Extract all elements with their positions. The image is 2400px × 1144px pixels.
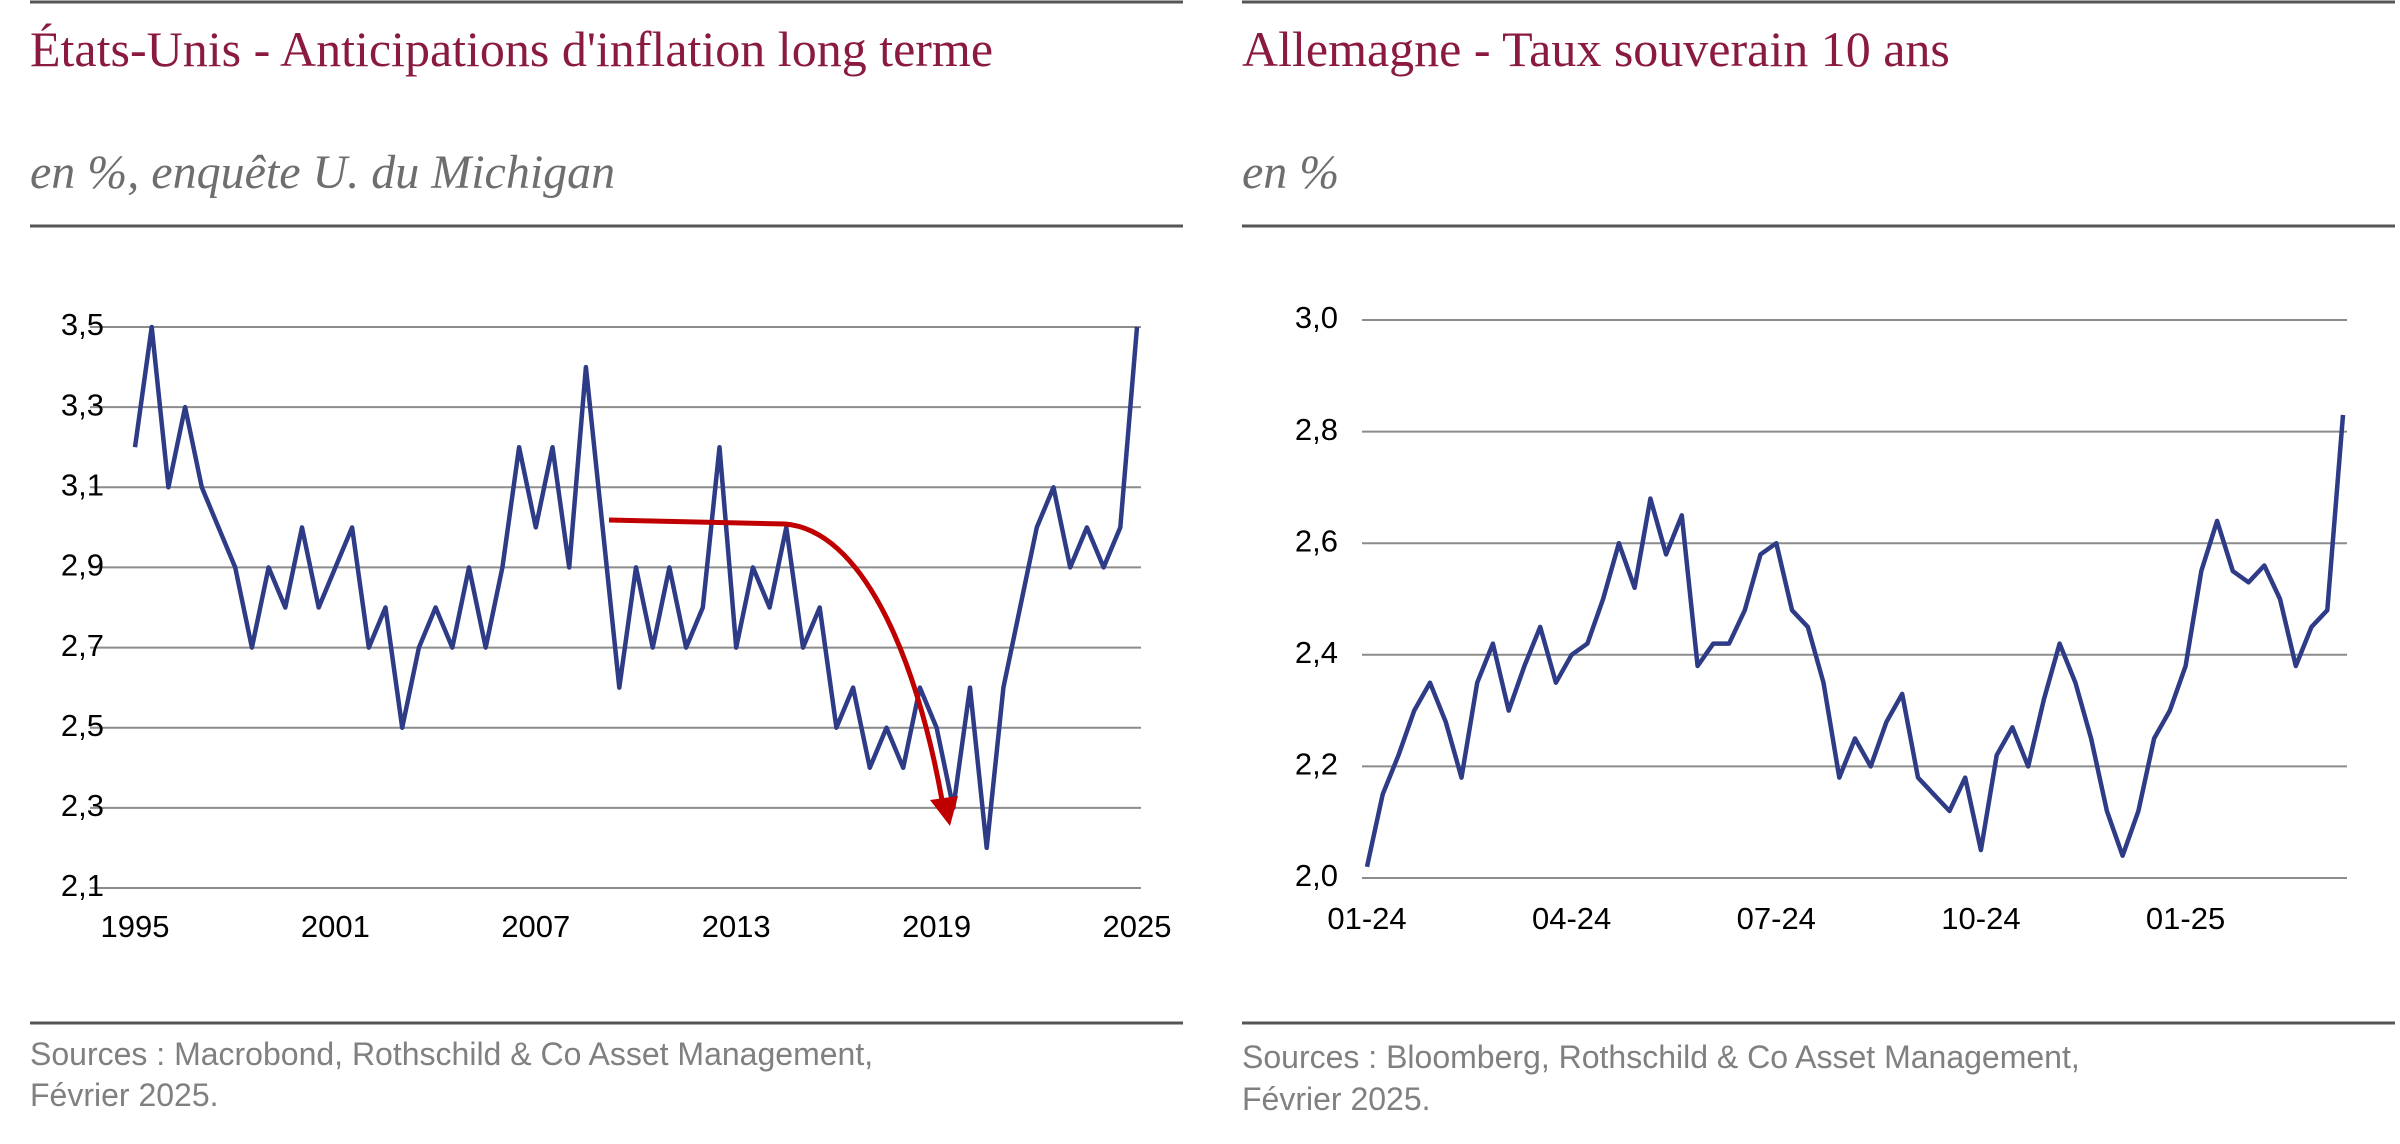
y-tick-label: 2,7 <box>61 628 104 663</box>
charts: 2,1 2,3 2,5 2,7 2,9 3,1 3,3 3,5 1995 2001 2007 2013… <box>61 300 2347 944</box>
x-tick-label: 01-24 <box>1327 901 1406 936</box>
subtitle: en % <box>1242 146 1339 199</box>
chart-title: Allemagne - Taux souverain 10 ans <box>1242 21 1950 77</box>
x-tick-label: 2013 <box>702 909 771 944</box>
source: Sources : Bloomberg, Rothschild & Co Ass… <box>1242 1039 2080 1075</box>
y-tick-label: 2,6 <box>1295 523 1338 558</box>
source: Février 2025. <box>1242 1081 1431 1117</box>
arrow-line <box>608 517 945 801</box>
subtitle: en %, enquête U. du Michigan <box>30 146 615 199</box>
y-tick-label: 3,0 <box>1295 300 1338 335</box>
series-line <box>132 324 1140 851</box>
x-tick-label: 2007 <box>501 909 570 944</box>
source: Sources : Macrobond, Rothschild & Co Ass… <box>30 1036 873 1072</box>
y-tick-label: 2,2 <box>1295 747 1338 782</box>
y-tick-label: 2,4 <box>1295 635 1338 670</box>
y-tick-label: 2,3 <box>61 788 104 823</box>
trend-arrow <box>608 517 958 826</box>
x-tick-label: 2019 <box>902 909 971 944</box>
x-tick-label: 2001 <box>301 909 370 944</box>
x-tick-label: 2025 <box>1103 909 1172 944</box>
x-tick-label: 1995 <box>101 909 170 944</box>
x-tick-label: 10-24 <box>1941 901 2020 936</box>
y-tick-label: 2,9 <box>61 548 104 583</box>
series-line <box>1364 414 2346 868</box>
x-tick-label: 07-24 <box>1737 901 1816 936</box>
arrow-head <box>930 796 958 826</box>
source: Février 2025. <box>30 1077 219 1113</box>
y-tick-label: 2,5 <box>61 708 104 743</box>
y-tick-label: 3,5 <box>61 307 104 342</box>
y-tick-label: 2,0 <box>1295 858 1338 893</box>
x-tick-label: 01-25 <box>2146 901 2225 936</box>
y-tick-label: 2,1 <box>61 868 104 903</box>
y-tick-label: 3,1 <box>61 467 104 502</box>
chart-title: États-Unis - Anticipations d'inflation l… <box>30 21 993 77</box>
y-tick-label: 2,8 <box>1295 412 1338 447</box>
x-tick-label: 04-24 <box>1532 901 1611 936</box>
decor <box>30 0 2395 1025</box>
y-tick-label: 3,3 <box>61 387 104 422</box>
